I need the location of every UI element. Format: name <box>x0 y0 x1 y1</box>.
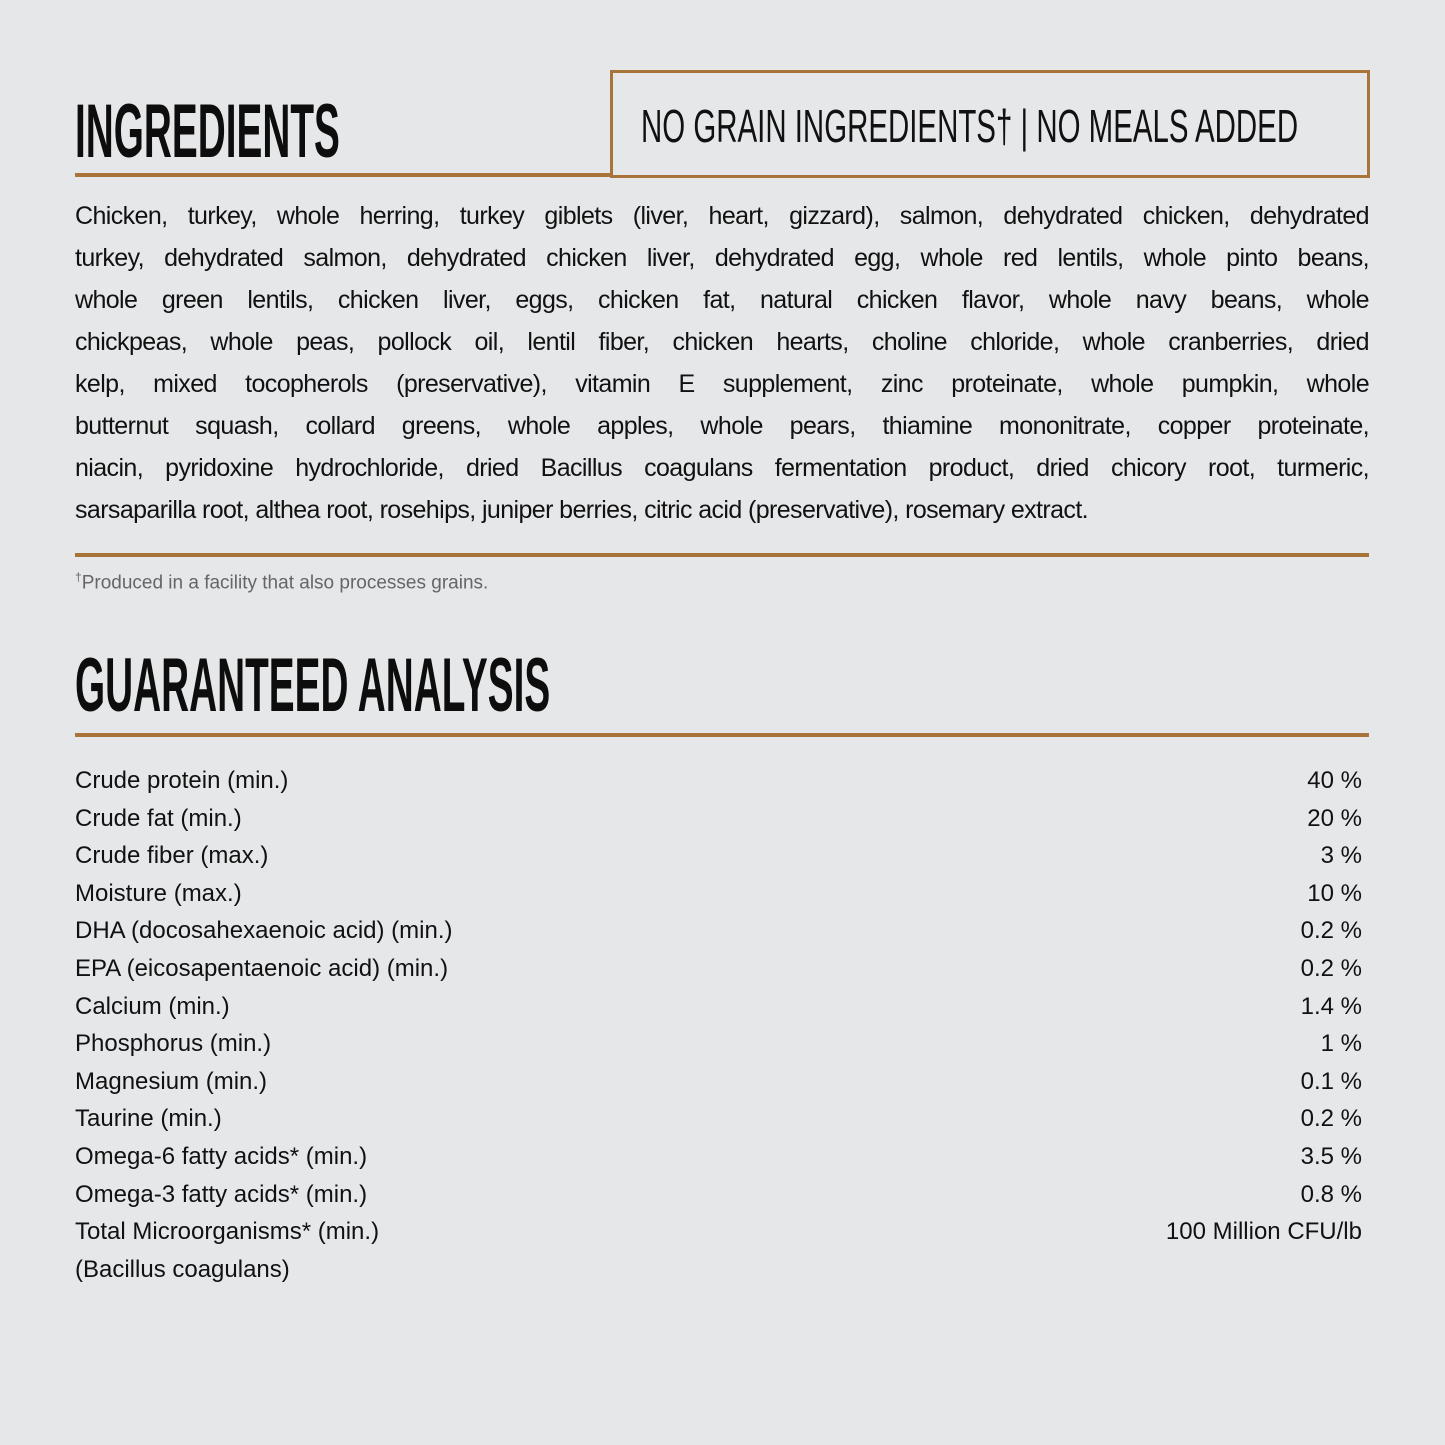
ingredients-line: whole green lentils, chicken liver, eggs… <box>75 286 1370 314</box>
analysis-row: Magnesium (min.) 0.1 % <box>75 1063 1362 1101</box>
analysis-row: Crude fiber (max.) 3 % <box>75 837 1362 875</box>
claims-badge-text: NO GRAIN INGREDIENTS† | NO MEALS ADDED <box>641 100 1299 152</box>
nutrient-label: (Bacillus coagulans) <box>75 1255 290 1283</box>
nutrient-label: Phosphorus (min.) <box>75 1030 272 1058</box>
nutrient-value: 0.1 % <box>1300 1067 1362 1095</box>
ingredients-divider <box>75 553 1369 557</box>
analysis-divider <box>75 733 1369 737</box>
nutrient-label: DHA (docosahexaenoic acid) (min.) <box>75 917 453 945</box>
analysis-row: Taurine (min.) 0.2 % <box>75 1100 1362 1138</box>
nutrient-value: 1 % <box>1320 1030 1362 1058</box>
nutrient-value: 40 % <box>1307 767 1362 794</box>
nutrient-label: Omega-6 fatty acids* (min.) <box>75 1142 368 1170</box>
nutrient-value: 0.2 % <box>1300 954 1362 982</box>
nutrient-label: Total Microorganisms* (min.) <box>75 1218 380 1246</box>
analysis-heading: GUARANTEED ANALYSIS <box>75 643 551 728</box>
analysis-row: Omega-6 fatty acids* (min.) 3.5 % <box>75 1138 1362 1176</box>
nutrient-label: Crude fiber (max.) <box>75 842 269 870</box>
ingredients-line: niacin, pyridoxine hydrochloride, dried … <box>75 454 1370 482</box>
analysis-row: Total Microorganisms* (min.) 100 Million … <box>75 1213 1362 1251</box>
analysis-row: Crude protein (min.) 40 % <box>75 762 1362 800</box>
analysis-row: Crude fat (min.) 20 % <box>75 800 1362 838</box>
analysis-row: (Bacillus coagulans) <box>75 1251 1362 1289</box>
analysis-row: EPA (eicosapentaenoic acid) (min.) 0.2 % <box>75 950 1362 988</box>
ingredients-line: sarsaparilla root, althea root, rosehips… <box>75 496 1089 524</box>
nutrient-value: 10 % <box>1307 879 1362 907</box>
analysis-row: Omega-3 fatty acids* (min.) 0.8 % <box>75 1176 1362 1214</box>
nutrient-value: 3.5 % <box>1300 1142 1362 1170</box>
nutrient-value: 20 % <box>1307 804 1362 832</box>
ingredients-list: Chicken, turkey, whole herring, turkey g… <box>75 195 1370 531</box>
analysis-row: Calcium (min.) 1.4 % <box>75 988 1362 1026</box>
analysis-row: DHA (docosahexaenoic acid) (min.) 0.2 % <box>75 912 1362 950</box>
nutrient-value: 3 % <box>1320 842 1362 870</box>
analysis-row: Phosphorus (min.) 1 % <box>75 1025 1362 1063</box>
nutrient-value: 100 Million CFU/lb <box>1165 1218 1362 1246</box>
footnote-text: Produced in a facility that also process… <box>81 572 489 594</box>
nutrient-value: 0.2 % <box>1300 1105 1362 1133</box>
ingredients-line: Chicken, turkey, whole herring, turkey g… <box>75 202 1370 230</box>
footnote: †Produced in a facility that also proces… <box>75 570 488 594</box>
dagger-mark: † <box>75 570 82 584</box>
claims-badge: NO GRAIN INGREDIENTS† | NO MEALS ADDED <box>610 70 1370 178</box>
nutrient-value: 1.4 % <box>1300 992 1362 1020</box>
heading-divider <box>75 173 612 177</box>
nutrient-label: Crude protein (min.) <box>75 767 289 794</box>
ingredients-line: turkey, dehydrated salmon, dehydrated ch… <box>75 244 1370 272</box>
ingredients-heading: INGREDIENTS <box>75 89 340 174</box>
nutrient-label: Taurine (min.) <box>75 1105 222 1133</box>
analysis-table: Crude protein (min.) 40 % Crude fat (min.)… <box>75 762 1362 1288</box>
nutrient-label: Calcium (min.) <box>75 992 230 1020</box>
nutrient-value: 0.2 % <box>1300 917 1362 945</box>
nutrient-label: Magnesium (min.) <box>75 1067 268 1095</box>
nutrient-label: EPA (eicosapentaenoic acid) (min.) <box>75 954 449 982</box>
nutrient-label: Moisture (max.) <box>75 879 242 907</box>
ingredients-line: kelp, mixed tocopherols (preservative), … <box>75 370 1370 398</box>
nutrient-label: Omega-3 fatty acids* (min.) <box>75 1180 368 1208</box>
nutrient-value: 0.8 % <box>1300 1180 1362 1208</box>
analysis-row: Moisture (max.) 10 % <box>75 875 1362 913</box>
ingredients-line: butternut squash, collard greens, whole … <box>75 412 1370 440</box>
ingredients-line: chickpeas, whole peas, pollock oil, lent… <box>75 328 1370 356</box>
nutrient-label: Crude fat (min.) <box>75 804 242 832</box>
